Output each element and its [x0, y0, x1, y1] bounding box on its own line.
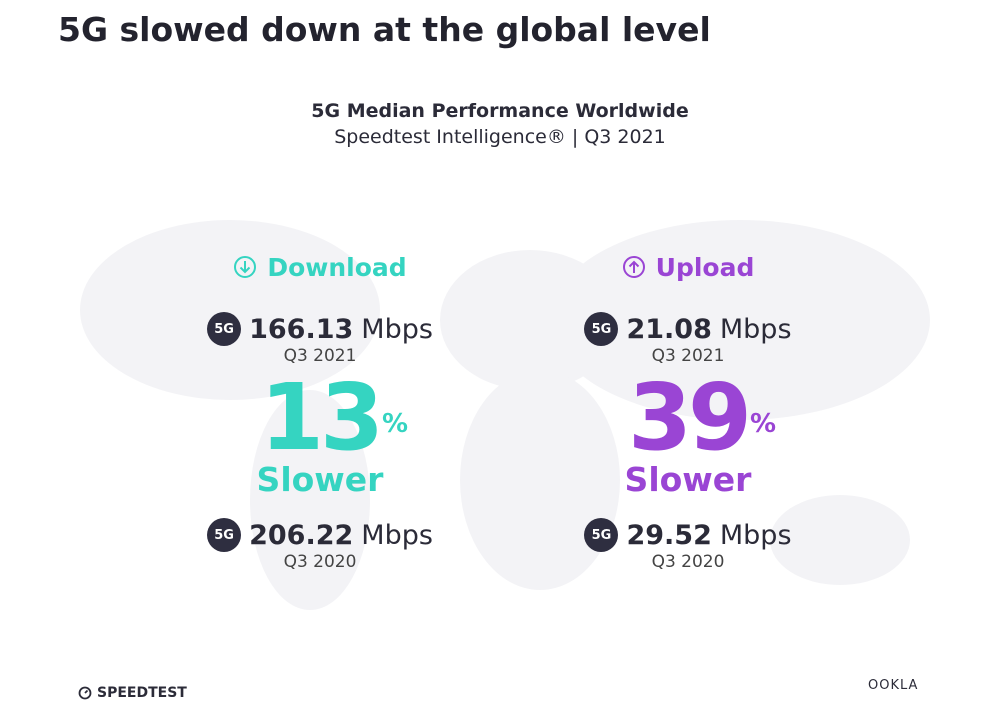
badge: 5G [584, 518, 619, 552]
change: 39% [628, 372, 776, 464]
subtitle: 5G Median Performance Worldwide [311, 100, 689, 122]
value: 166.13 [249, 313, 354, 345]
footer-right: OOKLA [868, 678, 919, 693]
footer-left: SPEEDTEST [97, 685, 187, 701]
change-label: Slower [624, 460, 752, 499]
gauge-icon [78, 686, 92, 700]
panel-header: Download [140, 250, 500, 284]
change-value: 13 [259, 364, 384, 471]
badge: 5G [207, 312, 242, 346]
world-map [80, 220, 930, 610]
download-icon [234, 256, 257, 278]
current-row: 5G 21.08 Mbps [508, 312, 868, 346]
period: Q3 2020 [283, 552, 357, 572]
badge: 5G [584, 312, 619, 346]
unit: Mbps [361, 519, 433, 551]
change-value: 39 [627, 364, 752, 471]
panel-header: Upload [508, 250, 868, 284]
download-panel: Download 5G 166.13 Mbps Q3 2021 13% Slower… [140, 250, 500, 572]
unit: Mbps [719, 313, 792, 345]
previous-row: 5G 29.52 Mbps [508, 518, 868, 552]
current-row: 5G 166.13 Mbps [140, 312, 500, 346]
unit: Mbps [361, 313, 433, 345]
period: Q3 2021 [651, 346, 725, 366]
period: Q3 2020 [651, 552, 725, 572]
value: 29.52 [626, 519, 712, 551]
upload-icon [622, 256, 645, 278]
badge: 5G [207, 518, 242, 552]
period: Q3 2021 [283, 346, 357, 366]
change: 13% [260, 372, 408, 464]
upload-panel: Upload 5G 21.08 Mbps Q3 2021 39% Slower 5G… [508, 250, 868, 572]
source: Speedtest Intelligence® | Q3 2021 [334, 126, 666, 148]
title: 5G slowed down at the global level [58, 10, 711, 49]
panel-label: Download [267, 252, 407, 282]
unit: Mbps [719, 519, 792, 551]
speedtest-logo: SPEEDTEST [78, 685, 187, 701]
previous-row: 5G 206.22 Mbps [140, 518, 500, 552]
panel-label: Upload [655, 252, 755, 282]
change-label: Slower [256, 460, 384, 499]
change-unit: % [749, 409, 777, 439]
change-unit: % [381, 409, 409, 439]
value: 206.22 [249, 519, 354, 551]
value: 21.08 [626, 313, 712, 345]
